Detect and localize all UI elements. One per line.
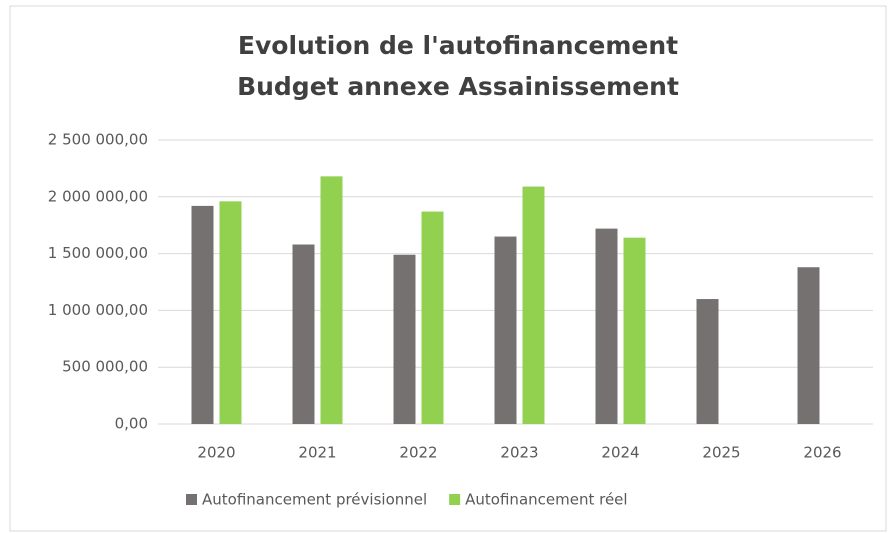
legend-swatch (186, 494, 197, 505)
bar (219, 201, 242, 424)
chart-title: Evolution de l'autofinancement (238, 31, 678, 60)
x-tick-label: 2025 (702, 444, 740, 462)
x-tick-label: 2021 (298, 444, 336, 462)
bar (320, 176, 343, 424)
bar (595, 228, 618, 424)
bar (522, 186, 545, 424)
legend-swatch (449, 494, 461, 505)
bar (797, 267, 820, 424)
y-tick-label: 2 500 000,00 (48, 131, 148, 149)
chart-frame (9, 5, 887, 532)
y-tick-label: 1 500 000,00 (48, 244, 148, 262)
y-tick-label: 0,00 (115, 415, 148, 433)
bar (393, 254, 416, 424)
x-tick-label: 2023 (500, 444, 538, 462)
chart-subtitle: Budget annexe Assainissement (237, 72, 679, 101)
x-tick-label: 2026 (803, 444, 841, 462)
legend-label: Autofinancement réel (465, 491, 627, 509)
y-tick-label: 2 000 000,00 (48, 187, 148, 205)
x-tick-label: 2024 (601, 444, 639, 462)
bar (696, 299, 719, 424)
bar (421, 211, 444, 424)
bar (191, 205, 214, 424)
x-tick-label: 2022 (399, 444, 437, 462)
bar (623, 237, 646, 424)
y-tick-label: 1 000 000,00 (48, 301, 148, 319)
x-tick-label: 2020 (197, 444, 235, 462)
legend-label: Autofinancement prévisionnel (202, 491, 427, 509)
y-tick-label: 500 000,00 (62, 358, 148, 376)
bar (292, 244, 315, 424)
bar (494, 236, 517, 424)
